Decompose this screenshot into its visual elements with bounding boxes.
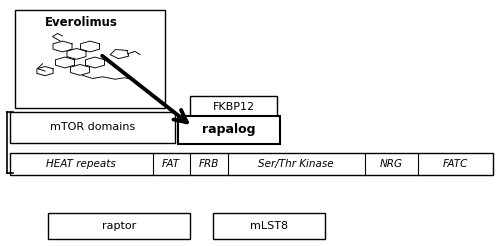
FancyBboxPatch shape [15,10,165,108]
Text: FAT: FAT [162,159,180,169]
FancyBboxPatch shape [10,153,492,175]
Text: raptor: raptor [102,221,136,231]
Text: HEAT repeats: HEAT repeats [46,159,116,169]
FancyBboxPatch shape [212,213,325,239]
Text: mLST8: mLST8 [250,221,288,231]
Text: FKBP12: FKBP12 [212,102,255,112]
Text: Ser/Thr Kinase: Ser/Thr Kinase [258,159,334,169]
FancyBboxPatch shape [48,213,190,239]
Text: FRB: FRB [198,159,219,169]
FancyBboxPatch shape [178,116,280,144]
Text: mTOR domains: mTOR domains [50,122,135,132]
FancyBboxPatch shape [190,96,278,118]
Text: rapalog: rapalog [202,123,256,136]
Text: NRG: NRG [380,159,403,169]
FancyBboxPatch shape [10,112,175,143]
Text: Everolimus: Everolimus [45,16,118,29]
Text: FATC: FATC [442,159,468,169]
